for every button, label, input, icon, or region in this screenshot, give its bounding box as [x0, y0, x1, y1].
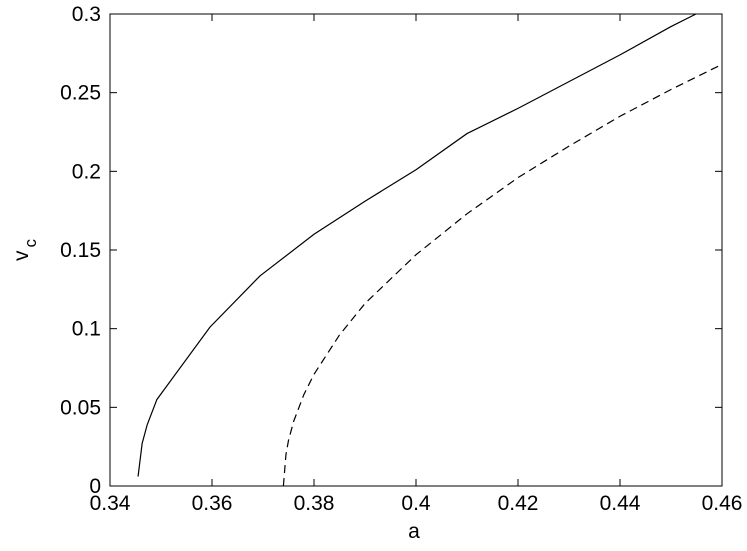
x-tick-label: 0.4 [401, 492, 431, 515]
y-tick-label: 0.3 [72, 3, 101, 26]
y-tick-label: 0.25 [60, 82, 101, 105]
data-line [282, 63, 723, 487]
x-tick-label: 0.36 [192, 492, 233, 515]
y-axis-label-subscript: c [21, 239, 40, 248]
x-axis-label: a [408, 520, 420, 543]
x-tick-label: 0.38 [294, 492, 335, 515]
x-tick-label: 0.42 [498, 492, 539, 515]
y-tick-label: 0.05 [60, 396, 101, 419]
x-tick-label: 0.44 [600, 492, 641, 515]
y-tick-label: 0.2 [72, 160, 101, 183]
y-tick-label: 0.1 [72, 318, 101, 341]
x-tick-label: 0.34 [90, 492, 131, 515]
x-tick-label: 0.46 [702, 492, 743, 515]
y-axis-label: vc [10, 239, 40, 262]
data-line [137, 13, 697, 477]
plot-frame [109, 13, 723, 487]
y-axis-label-main: v [10, 250, 33, 261]
y-tick-label: 0 [89, 475, 101, 498]
y-tick-label: 0.15 [60, 239, 101, 262]
